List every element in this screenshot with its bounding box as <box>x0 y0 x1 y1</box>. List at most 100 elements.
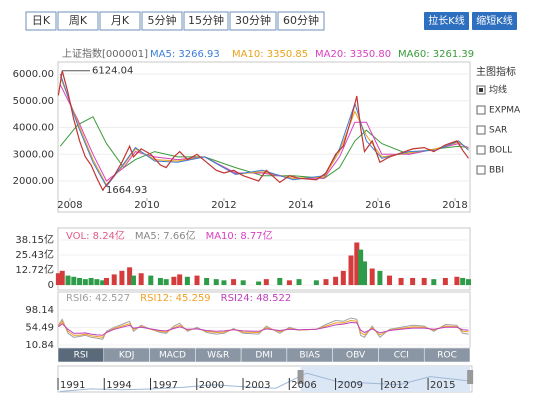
tab-label[interactable]: 30分钟 <box>235 13 271 27</box>
volume-bar <box>55 273 61 286</box>
indicator-tab-label[interactable]: KDJ <box>119 351 135 361</box>
tab-label[interactable]: 5分钟 <box>148 13 177 27</box>
y-tick-label: 54.49 <box>25 322 54 333</box>
volume-bar <box>213 279 219 286</box>
volume-bar <box>333 276 339 286</box>
y-tick-label: 0 <box>48 280 54 291</box>
legend-entry: RSI6: 42.527 <box>66 293 130 304</box>
button-label[interactable]: 缩短K线 <box>476 14 513 27</box>
checkbox[interactable] <box>476 145 486 155</box>
volume-bar <box>163 279 169 286</box>
volume-bar <box>431 279 437 286</box>
volume-bar <box>119 270 125 286</box>
volume-bar <box>323 279 329 286</box>
plot-frame <box>57 61 471 213</box>
volume-bar <box>277 277 283 286</box>
volume-bar <box>94 279 100 286</box>
y-tick-label: 6000.00 <box>13 69 54 80</box>
volume-bar <box>111 274 117 286</box>
button[interactable] <box>424 12 469 30</box>
tab-label[interactable]: 15分钟 <box>188 13 224 27</box>
y-tick-label: 5000.00 <box>13 96 54 107</box>
tab-label[interactable]: 日K <box>32 14 51 27</box>
x-tick-label: 2006 <box>291 380 316 391</box>
x-tick-label: 2010 <box>134 200 159 211</box>
tab-label[interactable]: 周K <box>69 14 88 27</box>
button[interactable] <box>472 12 517 30</box>
button-label[interactable]: 拉长K线 <box>428 14 465 27</box>
volume-bar <box>263 279 269 286</box>
volume-bar <box>454 276 460 286</box>
indicator-tab-label[interactable]: OBV <box>346 351 366 361</box>
x-tick-label: 1991 <box>60 380 85 391</box>
volume-bar <box>442 277 448 286</box>
legend-entry: RSI12: 45.259 <box>140 293 211 304</box>
volume-bar <box>184 276 190 286</box>
tab[interactable] <box>277 11 325 31</box>
volume-bar <box>204 277 210 286</box>
price-line <box>57 70 469 192</box>
volume-bar <box>398 277 404 286</box>
volume-bar <box>361 261 367 286</box>
volume-bar <box>88 277 94 286</box>
indicator-tab-label[interactable]: ROC <box>437 351 457 361</box>
checkbox[interactable] <box>476 165 486 175</box>
indicator-tab-label[interactable]: MACD <box>159 351 186 361</box>
indicator-tab-label[interactable]: RSI <box>74 351 89 361</box>
tab-label[interactable]: 60分钟 <box>283 13 319 27</box>
volume-bar <box>348 255 354 286</box>
navigator-handle[interactable] <box>467 370 474 384</box>
x-tick-label: 2018 <box>442 200 467 211</box>
volume-bar <box>387 275 393 286</box>
volume-bar <box>460 277 466 286</box>
legend-entry: MA60: 3261.39 <box>398 49 474 60</box>
indicator-tab[interactable] <box>423 347 471 363</box>
tab[interactable] <box>25 11 57 31</box>
checkbox[interactable] <box>476 125 486 135</box>
volume-bar <box>421 277 427 286</box>
tab[interactable] <box>57 11 99 31</box>
option-label[interactable]: EXPMA <box>489 106 521 116</box>
volume-bar <box>138 273 144 286</box>
volume-bar <box>256 281 262 286</box>
navigator-handle[interactable] <box>297 370 304 384</box>
volume-bar <box>157 277 163 286</box>
y-tick-label: 12.72亿 <box>15 263 54 276</box>
option-label[interactable]: 均线 <box>489 84 507 96</box>
rsi-line <box>58 321 469 336</box>
x-tick-label: 1997 <box>153 380 178 391</box>
volume-bar <box>71 276 77 286</box>
checkbox[interactable] <box>476 105 486 115</box>
legend-entry: VOL: 8.24亿 <box>66 229 125 242</box>
y-tick-label: 38.15亿 <box>15 233 54 246</box>
legend-entry: MA20: 3350.80 <box>315 49 391 60</box>
indicator-tab-label[interactable]: CCI <box>394 351 409 361</box>
y-tick-label: 3000.00 <box>13 149 54 160</box>
volume-bar <box>221 280 227 286</box>
annotation: 6124.04 <box>92 66 133 77</box>
tab[interactable] <box>99 11 141 31</box>
volume-bar <box>296 279 302 286</box>
tab[interactable] <box>141 11 183 31</box>
volume-bar <box>82 279 88 286</box>
x-tick-label: 2014 <box>288 200 313 211</box>
x-tick-label: 2009 <box>338 380 363 391</box>
legend-entry: MA5: 7.66亿 <box>135 229 196 242</box>
chart-title: 上证指数[000001] <box>62 47 148 60</box>
tab-label[interactable]: 月K <box>111 14 130 27</box>
legend-entry: MA10: 8.77亿 <box>206 229 273 242</box>
volume-bar <box>410 277 416 286</box>
volume-bar <box>286 280 292 286</box>
tab[interactable] <box>183 11 229 31</box>
indicator-tab-label[interactable]: BIAS <box>299 351 320 361</box>
x-tick-label: 1994 <box>106 380 131 391</box>
indicator-tab-label[interactable]: W&R <box>207 351 229 361</box>
option-label[interactable]: BOLL <box>489 146 512 156</box>
indicator-tab-label[interactable]: DMI <box>255 351 272 361</box>
plot-frame <box>57 227 471 291</box>
tab[interactable] <box>229 11 277 31</box>
volume-bar <box>104 277 110 286</box>
option-label[interactable]: SAR <box>489 126 507 136</box>
option-label[interactable]: BBI <box>489 166 504 176</box>
